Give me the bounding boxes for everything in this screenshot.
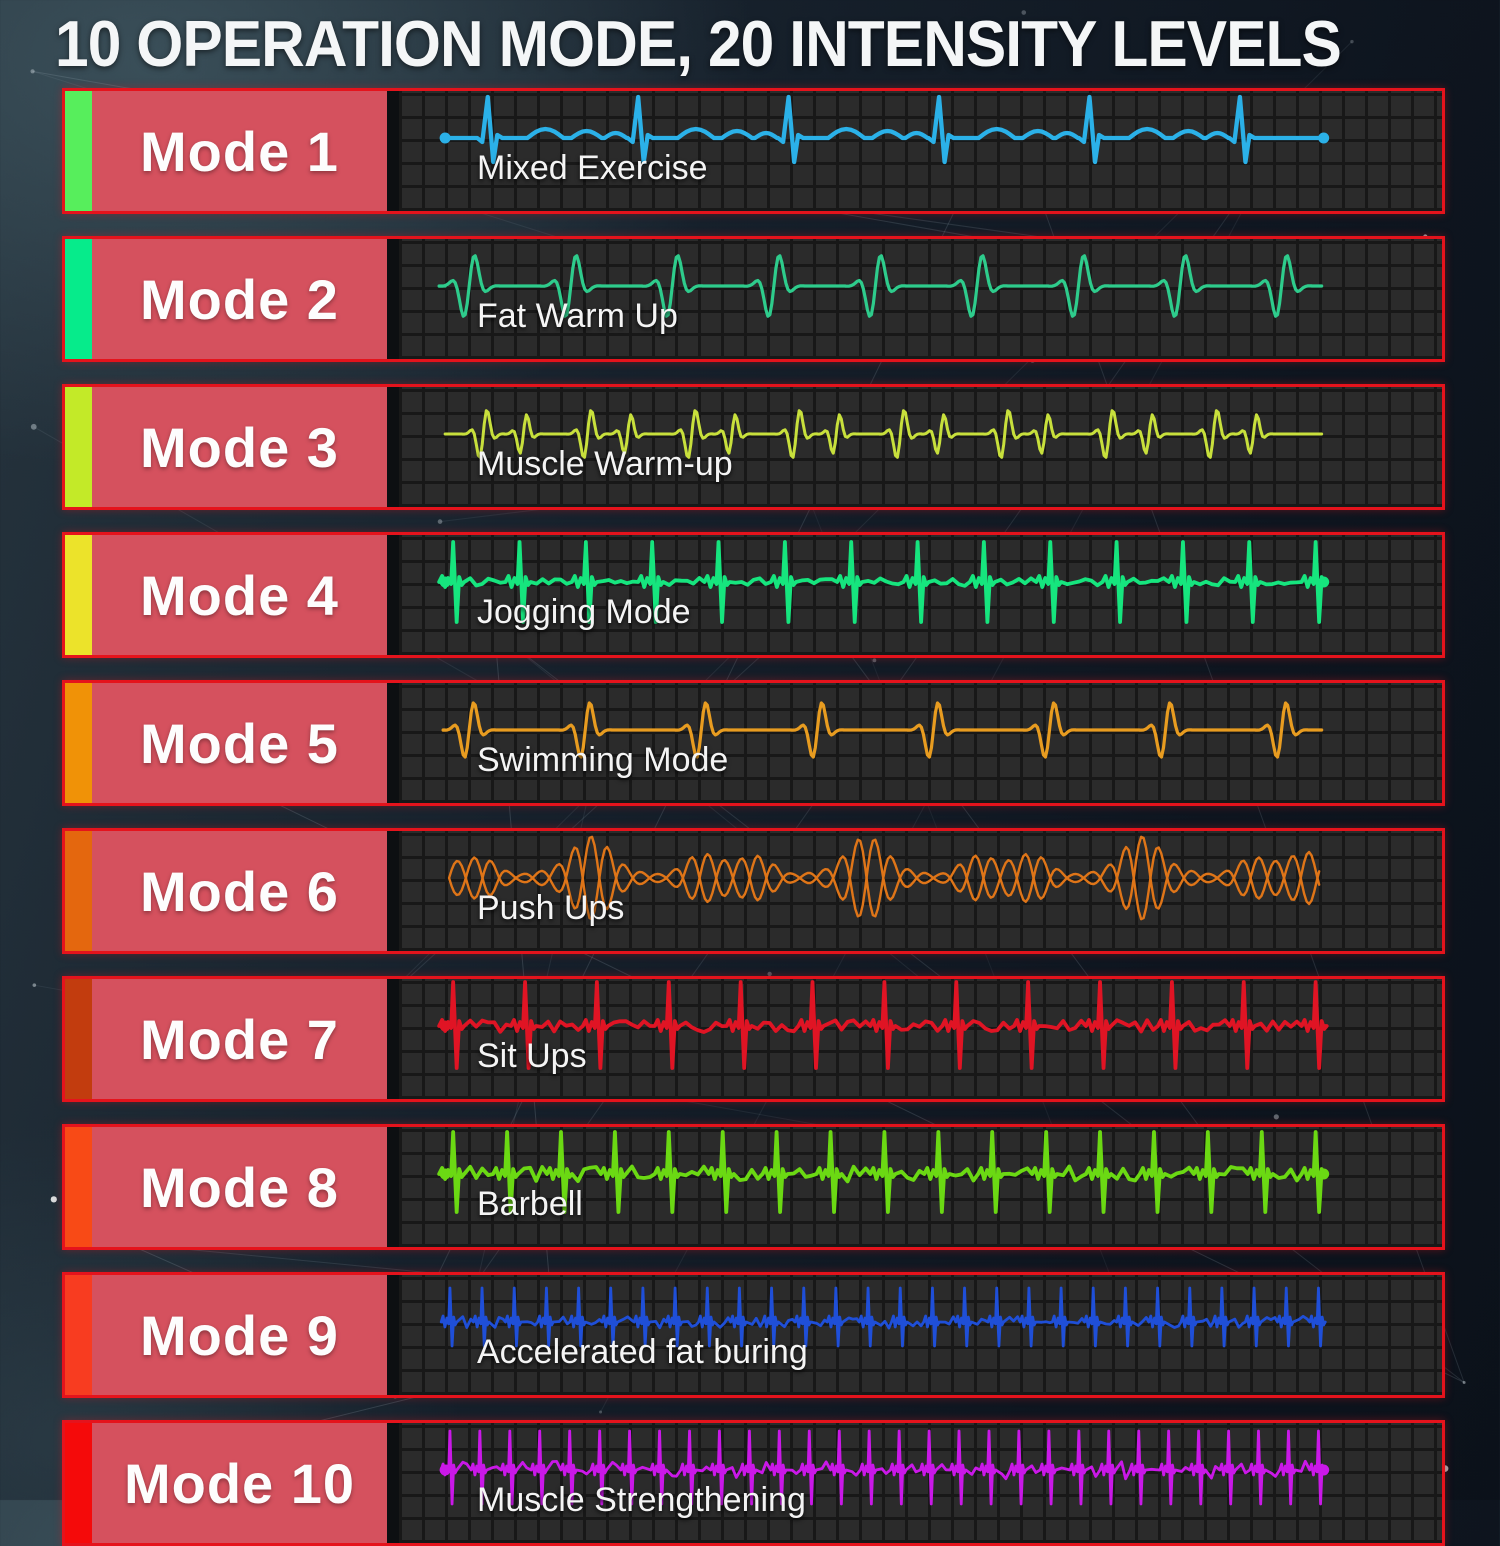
mode-label: Mode 9: [140, 1303, 339, 1367]
mode-label-box: Mode 8: [92, 1127, 387, 1247]
mode-label: Mode 1: [140, 119, 339, 183]
exercise-label: Muscle Warm-up: [477, 445, 733, 483]
mode-label: Mode 5: [140, 711, 339, 775]
waveform-panel: Accelerated fat buring: [399, 1275, 1442, 1395]
exercise-label: Mixed Exercise: [477, 149, 708, 187]
waveform-panel: Barbell: [399, 1127, 1442, 1247]
mode-label: Mode 4: [140, 563, 339, 627]
waveform-panel: Sit Ups: [399, 979, 1442, 1099]
waveform-graphic: [443, 409, 1324, 459]
waveform-panel: Fat Warm Up: [399, 239, 1442, 359]
page-title: 10 OPERATION MODE, 20 INTENSITY LEVELS: [55, 7, 1342, 80]
mode-label-box: Mode 9: [92, 1275, 387, 1395]
mode-label: Mode 10: [123, 1451, 356, 1515]
mode-row: Mode 10 Muscle Strengthening: [62, 1420, 1445, 1546]
mode-rows: Mode 1 Mixed Exercise Mode 2 Fat Warm Up…: [62, 88, 1445, 1546]
exercise-label: Push Ups: [477, 889, 625, 927]
waveform-graphic: [439, 94, 1330, 165]
mode-label: Mode 2: [140, 267, 339, 331]
waveform-graphic: [437, 1130, 1330, 1214]
mode-label-box: Mode 4: [92, 535, 387, 655]
intensity-strip: [65, 1127, 92, 1247]
intensity-strip: [65, 91, 92, 211]
waveform-graphic: [447, 835, 1321, 921]
mode-label: Mode 3: [140, 415, 339, 479]
mode-label-box: Mode 10: [92, 1423, 387, 1543]
exercise-label: Sit Ups: [477, 1037, 587, 1075]
waveform-panel: Jogging Mode: [399, 535, 1442, 655]
mode-row: Mode 4 Jogging Mode: [62, 532, 1445, 658]
exercise-label: Swimming Mode: [477, 741, 729, 779]
waveform-graphic: [439, 1429, 1330, 1506]
intensity-strip: [65, 831, 92, 951]
exercise-label: Fat Warm Up: [477, 297, 678, 335]
intensity-strip: [65, 1275, 92, 1395]
mode-label: Mode 8: [140, 1155, 339, 1219]
mode-label: Mode 7: [140, 1007, 339, 1071]
mode-row: Mode 1 Mixed Exercise: [62, 88, 1445, 214]
waveform-graphic: [439, 1286, 1327, 1348]
waveform-panel: Muscle Strengthening: [399, 1423, 1442, 1543]
intensity-strip: [65, 387, 92, 507]
intensity-strip: [65, 1423, 92, 1543]
mode-row: Mode 3 Muscle Warm-up: [62, 384, 1445, 510]
waveform-panel: Swimming Mode: [399, 683, 1442, 803]
mode-label-box: Mode 1: [92, 91, 387, 211]
waveform-graphic: [437, 540, 1330, 624]
mode-label-box: Mode 3: [92, 387, 387, 507]
mode-row: Mode 8 Barbell: [62, 1124, 1445, 1250]
mode-row: Mode 2 Fat Warm Up: [62, 236, 1445, 362]
waveform-graphic: [437, 254, 1324, 318]
exercise-label: Barbell: [477, 1185, 583, 1223]
waveform-graphic: [441, 701, 1324, 759]
exercise-label: Jogging Mode: [477, 593, 691, 631]
exercise-label: Muscle Strengthening: [477, 1481, 806, 1519]
intensity-strip: [65, 535, 92, 655]
exercise-label: Accelerated fat buring: [477, 1333, 808, 1371]
waveform-panel: Push Ups: [399, 831, 1442, 951]
mode-label-box: Mode 2: [92, 239, 387, 359]
mode-label-box: Mode 7: [92, 979, 387, 1099]
mode-row: Mode 9 Accelerated fat buring: [62, 1272, 1445, 1398]
waveform-graphic: [437, 980, 1329, 1070]
mode-label: Mode 6: [140, 859, 339, 923]
intensity-strip: [65, 683, 92, 803]
mode-label-box: Mode 6: [92, 831, 387, 951]
waveform-panel: Mixed Exercise: [399, 91, 1442, 211]
mode-row: Mode 7 Sit Ups: [62, 976, 1445, 1102]
waveform-panel: Muscle Warm-up: [399, 387, 1442, 507]
mode-label-box: Mode 5: [92, 683, 387, 803]
mode-row: Mode 5 Swimming Mode: [62, 680, 1445, 806]
mode-row: Mode 6 Push Ups: [62, 828, 1445, 954]
intensity-strip: [65, 979, 92, 1099]
intensity-strip: [65, 239, 92, 359]
